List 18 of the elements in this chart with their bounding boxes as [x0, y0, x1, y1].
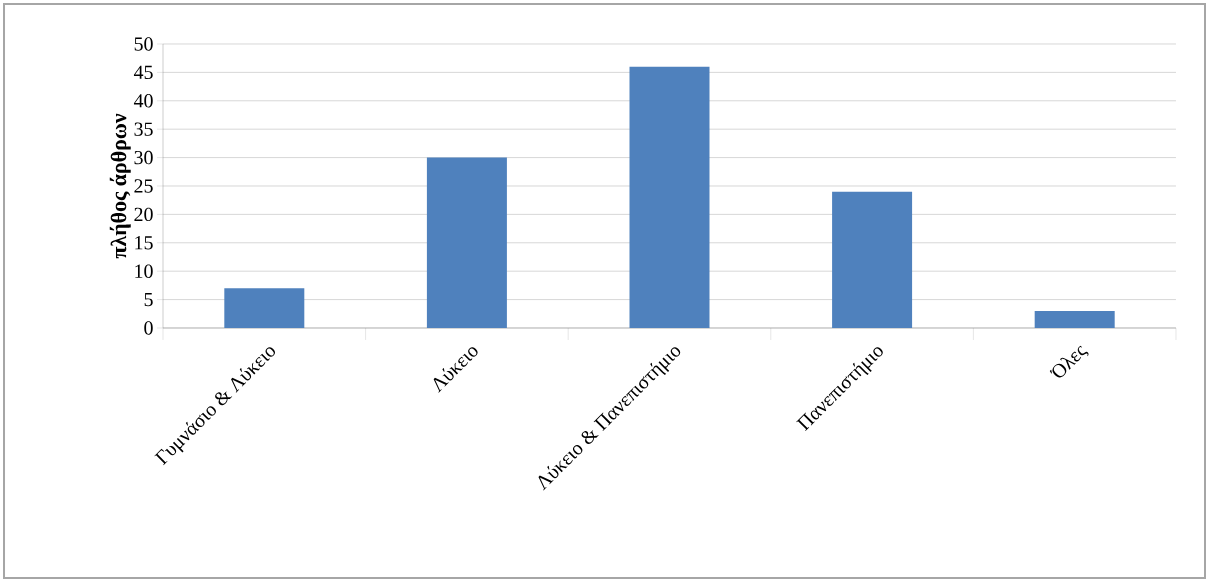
y-tick-label: 50 [134, 37, 153, 51]
y-tick-label: 35 [134, 122, 153, 136]
bar [426, 157, 507, 328]
y-tick-label: 30 [134, 150, 153, 165]
bar [629, 66, 710, 328]
x-tick-label: Όλες [1049, 345, 1089, 378]
y-tick-label: 10 [135, 264, 153, 278]
bar [832, 191, 913, 328]
y-tick-label: 40 [133, 94, 153, 108]
bar [224, 288, 305, 328]
y-tick-label: 15 [135, 236, 153, 250]
y-axis-title: πλήθος άρθρων [109, 113, 131, 259]
bar [1034, 310, 1115, 328]
y-tick-label: 5 [144, 292, 153, 307]
y-tick-label: 0 [144, 321, 153, 335]
y-tick-label: 25 [134, 179, 153, 193]
y-tick-label: 20 [134, 207, 153, 222]
y-tick-label: 45 [133, 65, 153, 80]
